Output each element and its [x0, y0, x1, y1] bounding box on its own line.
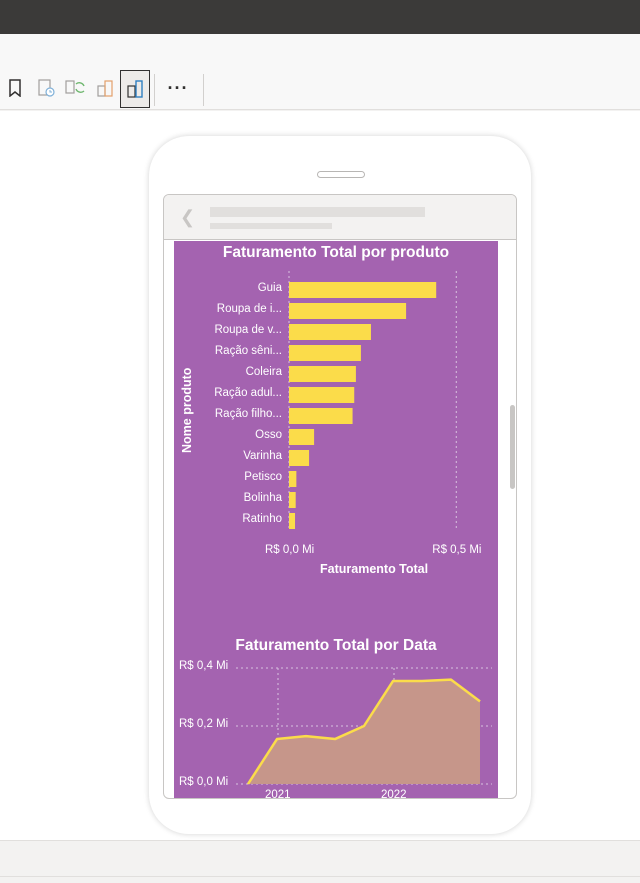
area-chart-title: Faturamento Total por Data [235, 637, 437, 654]
ribbon-separator [203, 74, 204, 106]
bar-mark[interactable] [289, 282, 437, 298]
report-page: Faturamento Total por produto Nome produ… [174, 241, 498, 799]
ribbon-toolbar: ··· [0, 34, 640, 110]
bar-category-label: Roupa de v... [214, 324, 282, 336]
area-chart-y-tick-label: R$ 0,0 Mi [179, 776, 229, 788]
more-options-icon: ··· [167, 77, 189, 98]
back-arrow-icon[interactable]: ❮ [180, 207, 196, 227]
area-chart-x-tick-label: 2022 [381, 789, 407, 799]
bar-mark[interactable] [289, 471, 297, 487]
bar-mark[interactable] [289, 303, 407, 319]
bar-category-label: Ração filho... [214, 408, 282, 420]
bar-chart-x-axis-title: Faturamento Total [320, 562, 429, 576]
area-chart-y-tick-label: R$ 0,2 Mi [179, 718, 229, 730]
screen-scrollbar[interactable] [510, 405, 515, 489]
bar-chart-title: Faturamento Total por produto [222, 244, 450, 261]
desktop-layout-button[interactable] [92, 70, 118, 106]
area-chart-y-tick-label: R$ 0,4 Mi [179, 660, 229, 672]
bar-category-label: Roupa de i... [216, 303, 282, 315]
bar-mark[interactable] [289, 345, 361, 361]
bar-mark[interactable] [289, 513, 296, 529]
bar-category-label: Ração adul... [214, 387, 282, 399]
ribbon-separator [154, 74, 155, 106]
divider [0, 876, 640, 877]
mobile-layout-button[interactable] [120, 70, 150, 108]
bar-category-label: Varinha [243, 450, 282, 462]
bar-category-label: Osso [255, 429, 282, 441]
phone-speaker [317, 171, 365, 178]
sync-slicers-button[interactable] [62, 70, 88, 106]
bar-mark[interactable] [289, 387, 355, 403]
bar-mark[interactable] [289, 366, 356, 382]
performance-analyzer-button[interactable] [33, 70, 59, 106]
app-title-bar [0, 0, 640, 34]
bar-category-label: Bolinha [243, 492, 282, 504]
bar-chart-x-tick-label: R$ 0,5 Mi [432, 544, 482, 556]
area-chart-x-tick-label: 2021 [265, 789, 291, 799]
mobile-layout-icon [127, 80, 143, 98]
more-options-button[interactable]: ··· [165, 70, 191, 106]
bar-mark[interactable] [289, 429, 315, 445]
area-chart [236, 667, 492, 785]
phone-screen[interactable]: ❮ Faturamento Total por produto Nome pro… [163, 194, 517, 799]
bar-chart [288, 271, 457, 531]
bar-mark[interactable] [289, 450, 310, 466]
bar-category-label: Petisco [244, 471, 282, 483]
bar-mark[interactable] [289, 324, 371, 340]
bookmark-icon [9, 79, 21, 97]
page-tabs-strip [0, 840, 640, 883]
subtitle-placeholder [210, 223, 332, 229]
area-fill [248, 679, 480, 784]
bar-mark[interactable] [289, 408, 353, 424]
screen-header: ❮ [164, 195, 516, 240]
bookmark-button[interactable] [2, 70, 28, 106]
mobile-phone-frame: ❮ Faturamento Total por produto Nome pro… [149, 136, 531, 834]
sync-slicers-icon [65, 80, 85, 94]
bar-category-label: Guia [257, 282, 282, 294]
bar-chart-x-tick-label: R$ 0,0 Mi [265, 544, 315, 556]
title-placeholder [210, 207, 425, 217]
performance-analyzer-icon [38, 79, 55, 97]
bar-category-label: Ratinho [242, 513, 282, 525]
bar-category-label: Ração sêni... [214, 345, 282, 357]
desktop-layout-icon [97, 80, 113, 97]
bar-category-label: Coleira [245, 366, 282, 378]
bar-mark[interactable] [289, 492, 296, 508]
